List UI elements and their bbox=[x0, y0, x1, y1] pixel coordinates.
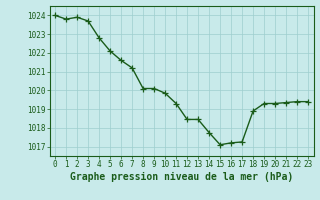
X-axis label: Graphe pression niveau de la mer (hPa): Graphe pression niveau de la mer (hPa) bbox=[70, 172, 293, 182]
